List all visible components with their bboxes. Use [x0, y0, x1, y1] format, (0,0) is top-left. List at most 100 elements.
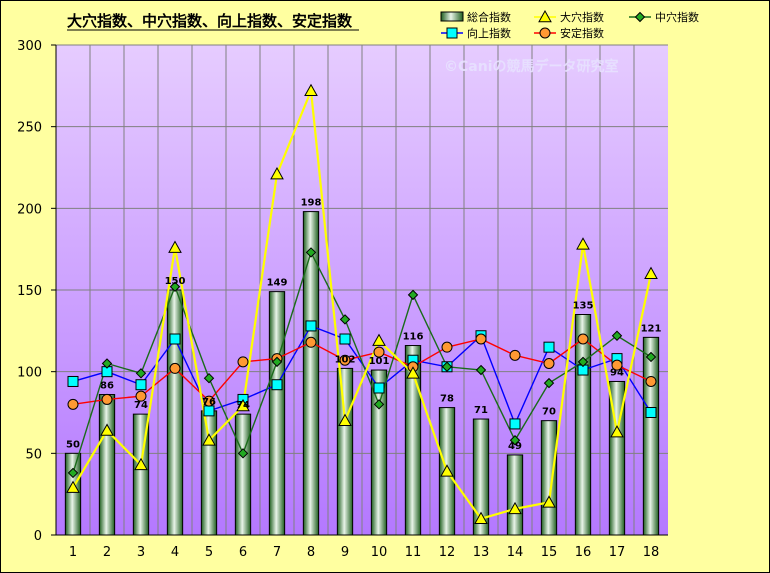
marker-中穴指数-16 [577, 356, 589, 368]
x-tick-label: 18 [643, 545, 660, 560]
marker-向上指数-18 [645, 407, 657, 418]
bar-総合指数-6 [234, 413, 252, 536]
bar-総合指数-10 [370, 369, 388, 536]
bar-value-label: 149 [267, 278, 288, 289]
marker-大穴指数-15 [542, 495, 556, 508]
marker-中穴指数-4 [169, 281, 181, 292]
marker-中穴指数-5 [203, 372, 215, 384]
marker-大穴指数-2 [100, 423, 114, 436]
marker-向上指数-3 [135, 379, 147, 391]
y-tick-label: 0 [34, 529, 42, 544]
x-tick-label: 6 [239, 545, 247, 560]
marker-中穴指数-11 [407, 289, 419, 301]
x-tick-label: 10 [371, 545, 388, 560]
bar-value-label: 49 [508, 441, 522, 452]
marker-大穴指数-10 [372, 333, 386, 346]
bar-value-label: 78 [440, 394, 454, 405]
bar-総合指数-18 [642, 336, 660, 536]
bar-value-label: 198 [301, 198, 322, 209]
bar-総合指数-14 [506, 454, 524, 536]
legend-label: 大穴指数 [560, 10, 604, 24]
marker-大穴指数-8 [304, 83, 318, 97]
marker-大穴指数-14 [508, 501, 522, 515]
bar-value-label: 121 [641, 323, 662, 334]
marker-大穴指数-5 [202, 433, 216, 446]
marker-安定指数-13 [475, 333, 487, 345]
lines-layer [66, 83, 658, 524]
x-tick-label: 2 [103, 545, 111, 560]
marker-中穴指数-10 [373, 399, 385, 410]
marker-中穴指数-1 [67, 467, 79, 479]
marker-向上指数-7 [271, 379, 283, 391]
bar-総合指数-4 [166, 289, 184, 536]
marker-大穴指数-11 [406, 366, 420, 379]
marker-大穴指数-13 [474, 511, 488, 524]
legend-marker [634, 11, 646, 23]
marker-向上指数-4 [169, 333, 181, 345]
bar-value-label: 71 [474, 405, 488, 416]
bar-value-label: 102 [335, 354, 356, 365]
chart-title: 大穴指数、中穴指数、向上指数、安定指数 [67, 12, 353, 30]
marker-安定指数-8 [305, 336, 317, 348]
x-tick-label: 14 [507, 545, 524, 560]
bar-総合指数-16 [574, 314, 592, 536]
marker-中穴指数-15 [543, 377, 555, 389]
marker-安定指数-6 [237, 356, 249, 368]
marker-中穴指数-14 [509, 435, 521, 446]
x-tick-label: 7 [273, 545, 281, 560]
marker-大穴指数-4 [168, 240, 182, 253]
marker-安定指数-4 [169, 362, 181, 374]
bar-value-label: 94 [610, 367, 624, 378]
x-tick-label: 8 [307, 545, 315, 560]
marker-安定指数-3 [135, 390, 147, 402]
marker-大穴指数-3 [134, 457, 148, 471]
bar-総合指数-1 [64, 452, 82, 536]
marker-安定指数-5 [203, 395, 215, 407]
y-tick-label: 100 [17, 366, 42, 381]
x-tick-label: 9 [341, 545, 349, 560]
marker-安定指数-10 [373, 346, 385, 358]
y-tick-label: 50 [25, 447, 42, 462]
marker-大穴指数-6 [236, 398, 250, 412]
legend-label: 中穴指数 [655, 10, 699, 24]
line-中穴指数 [72, 250, 652, 474]
marker-安定指数-9 [339, 354, 351, 366]
grid-lines [56, 44, 668, 536]
bar-総合指数-7 [268, 291, 286, 536]
marker-中穴指数-18 [645, 351, 657, 363]
marker-大穴指数-9 [338, 413, 352, 426]
line-大穴指数 [72, 90, 653, 520]
marker-中穴指数-13 [475, 364, 487, 376]
y-tick-label: 250 [17, 121, 42, 136]
legend-item-総合指数: 総合指数 [440, 10, 511, 24]
legend-label: 向上指数 [467, 26, 511, 40]
legend-item-大穴指数: 大穴指数 [534, 9, 604, 24]
bar-value-label: 74 [134, 400, 148, 411]
x-tick-label: 16 [575, 545, 592, 560]
bar-総合指数-15 [540, 420, 558, 536]
marker-中穴指数-6 [237, 448, 249, 459]
bar-value-label: 76 [202, 397, 216, 408]
watermark-text: ©Caniの競馬データ研究室 [444, 58, 619, 75]
bar-総合指数-5 [200, 410, 218, 536]
marker-安定指数-12 [441, 341, 453, 353]
marker-安定指数-16 [577, 333, 589, 345]
legend-swatch [440, 11, 464, 22]
marker-中穴指数-9 [339, 314, 351, 325]
bar-value-label: 86 [100, 381, 114, 392]
marker-中穴指数-2 [101, 358, 113, 369]
marker-安定指数-2 [101, 393, 113, 405]
marker-中穴指数-3 [135, 368, 147, 379]
marker-中穴指数-12 [441, 361, 453, 372]
marker-中穴指数-7 [271, 356, 283, 368]
x-tick-label: 5 [205, 545, 213, 560]
marker-大穴指数-16 [576, 237, 590, 250]
y-tick-label: 300 [17, 39, 42, 54]
legend-marker [539, 27, 551, 39]
marker-向上指数-10 [373, 382, 385, 394]
bar-value-label: 74 [236, 400, 250, 411]
data-labels-layer: 50 86 74 150 76 74 149 198 102 101 116 78 71 49 70 135 9… [66, 198, 661, 452]
